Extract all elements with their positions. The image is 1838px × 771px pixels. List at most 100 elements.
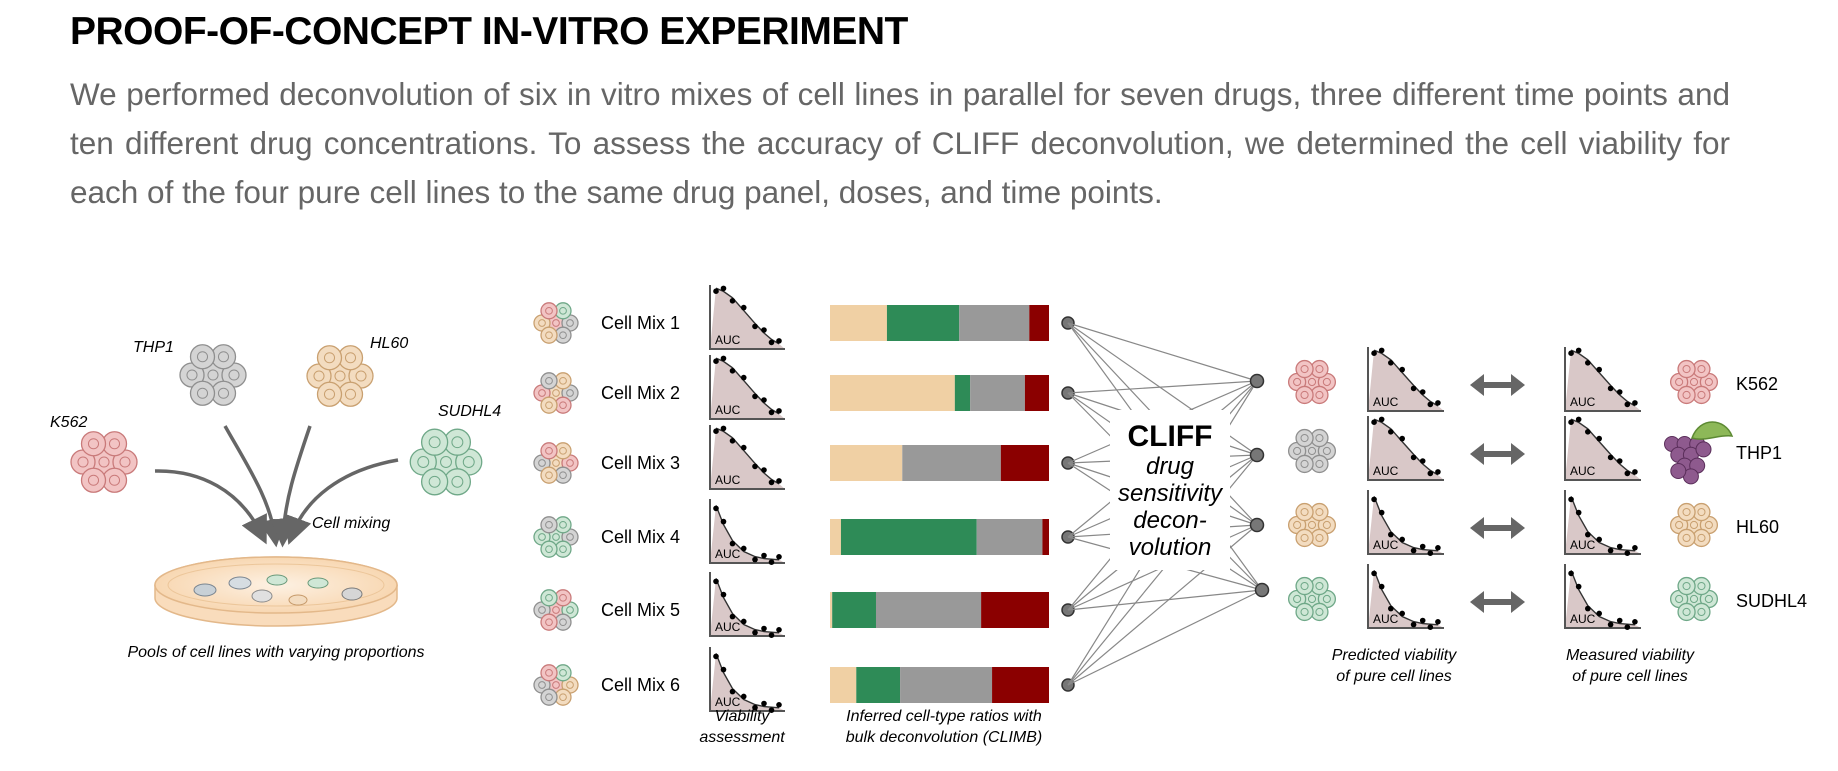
k562-label: K562 <box>50 414 87 431</box>
ratio-segment-k562 <box>1029 305 1049 341</box>
mix-cells-icon <box>533 664 579 706</box>
page-title: PROOF-OF-CONCEPT IN-VITRO EXPERIMENT <box>70 10 908 53</box>
auc-label: AUC <box>1373 395 1399 409</box>
mix-row: Cell Mix 4 AUC <box>533 499 1075 565</box>
pure-line-label-sudhl4: SUDHL4 <box>1736 591 1807 611</box>
predicted-caption-2: of pure cell lines <box>1336 668 1452 685</box>
ratio-segment-hl60 <box>830 445 903 481</box>
mix-row: Cell Mix 2 AUC <box>533 355 1075 420</box>
measured-viability-plot: AUC <box>1564 347 1641 412</box>
ratios-caption-1: Inferred cell-type ratios with <box>846 708 1042 725</box>
auc-label: AUC <box>1570 538 1596 552</box>
thp1-label: THP1 <box>133 339 174 356</box>
output-node <box>1249 447 1265 463</box>
mix-cells-icon <box>533 442 579 484</box>
mix-label: Cell Mix 4 <box>601 527 680 547</box>
ratio-segment-sudhl4 <box>954 375 971 411</box>
hl60-measured-cells-icon <box>1669 502 1719 548</box>
compare-arrow-icon <box>1470 443 1525 465</box>
ratio-segment-thp1 <box>959 305 1030 341</box>
thp1-predicted-cells-icon <box>1287 428 1337 474</box>
ratio-segment-thp1 <box>976 519 1043 555</box>
pure-row: AUC AUC THP1 <box>1287 416 1782 485</box>
network-edge <box>1067 380 1258 394</box>
thp1-cells <box>179 344 247 406</box>
measured-viability-plot: AUC <box>1564 416 1641 481</box>
cliff-line-2: sensitivity <box>1118 480 1224 507</box>
predicted-viability-plot: AUC <box>1367 564 1444 630</box>
grapes-icon <box>1664 421 1734 485</box>
pure-row: AUC AUC SUDHL4 <box>1287 564 1807 630</box>
auc-label: AUC <box>1373 464 1399 478</box>
output-node <box>1254 582 1270 598</box>
measured-viability-plot: AUC <box>1564 490 1641 556</box>
sudhl4-label: SUDHL4 <box>438 403 501 420</box>
ratio-segment-hl60 <box>830 667 857 703</box>
sudhl4-measured-cells-icon <box>1669 576 1719 622</box>
cell-mixing-label: Cell mixing <box>312 515 390 532</box>
k562-cells <box>70 431 138 493</box>
pure-rows: AUC AUC K562 AUC AUC THP1 AUC AUC HL60 AUC AUC SUDH… <box>1287 347 1807 630</box>
ratio-segment-sudhl4 <box>886 305 960 341</box>
network-edge <box>1067 589 1263 686</box>
k562-predicted-cells-icon <box>1287 359 1337 405</box>
cliff-title: CLIFF <box>1128 420 1213 453</box>
ratio-segment-sudhl4 <box>856 667 901 703</box>
mixing-panel: K562 THP1 HL60 SUDHL4 Cell mixing Pools … <box>50 335 501 661</box>
auc-label: AUC <box>715 473 741 487</box>
ratio-bar <box>830 305 1049 341</box>
pools-caption: Pools of cell lines with varying proport… <box>127 644 424 661</box>
ratios-caption-2: bulk deconvolution (CLIMB) <box>846 729 1043 746</box>
auc-label: AUC <box>1570 395 1596 409</box>
k562-measured-cells-icon <box>1669 359 1719 405</box>
viability-caption-1: Viability <box>715 708 771 725</box>
ratio-segment-k562 <box>992 667 1049 703</box>
cliff-line-3: decon- <box>1133 507 1206 534</box>
ratio-bar <box>830 519 1049 555</box>
output-node <box>1249 517 1265 533</box>
pure-line-label-k562: K562 <box>1736 374 1778 394</box>
measured-caption-2: of pure cell lines <box>1572 668 1688 685</box>
ratio-segment-hl60 <box>830 305 887 341</box>
mix-label: Cell Mix 3 <box>601 453 680 473</box>
ratio-segment-thp1 <box>900 667 993 703</box>
auc-label: AUC <box>1373 612 1399 626</box>
cliff-line-1: drug <box>1146 453 1195 480</box>
hl60-predicted-cells-icon <box>1287 502 1337 548</box>
viability-plot: AUC <box>709 425 785 490</box>
ratio-segment-k562 <box>1000 445 1049 481</box>
ratio-segment-sudhl4 <box>832 592 876 628</box>
ratio-segment-hl60 <box>830 519 841 555</box>
network-edge <box>1067 322 1258 382</box>
ratio-segment-hl60 <box>830 592 833 628</box>
k562-cluster-icon <box>70 431 138 493</box>
ratio-segment-k562 <box>1024 375 1049 411</box>
ratio-segment-k562 <box>1042 519 1049 555</box>
predicted-viability-plot: AUC <box>1367 347 1444 412</box>
ratio-segment-thp1 <box>875 592 982 628</box>
cliff-label: CLIFF drug sensitivity decon- volution <box>1110 410 1230 570</box>
mix-label: Cell Mix 5 <box>601 600 680 620</box>
mix-row: Cell Mix 6 AUC <box>533 647 1075 713</box>
mix-label: Cell Mix 1 <box>601 313 680 333</box>
pure-row: AUC AUC HL60 <box>1287 490 1779 556</box>
measured-caption-1: Measured viability <box>1566 647 1695 664</box>
viability-plot: AUC <box>709 355 785 420</box>
predicted-viability-plot: AUC <box>1367 416 1444 481</box>
hl60-cells <box>306 345 374 407</box>
ratio-bar <box>830 592 1049 628</box>
viability-plot: AUC <box>709 572 785 638</box>
output-node <box>1249 373 1265 389</box>
compare-arrow-icon <box>1470 591 1525 613</box>
hl60-cluster-icon <box>306 345 374 407</box>
ratio-segment-thp1 <box>902 445 1001 481</box>
mix-cells-icon <box>533 302 579 344</box>
sudhl4-cluster-icon <box>409 428 483 496</box>
pure-row: AUC AUC K562 <box>1287 347 1778 412</box>
mix-row: Cell Mix 3 AUC <box>533 425 1075 490</box>
ratio-bar <box>830 375 1049 411</box>
auc-label: AUC <box>715 333 741 347</box>
auc-label: AUC <box>1570 612 1596 626</box>
